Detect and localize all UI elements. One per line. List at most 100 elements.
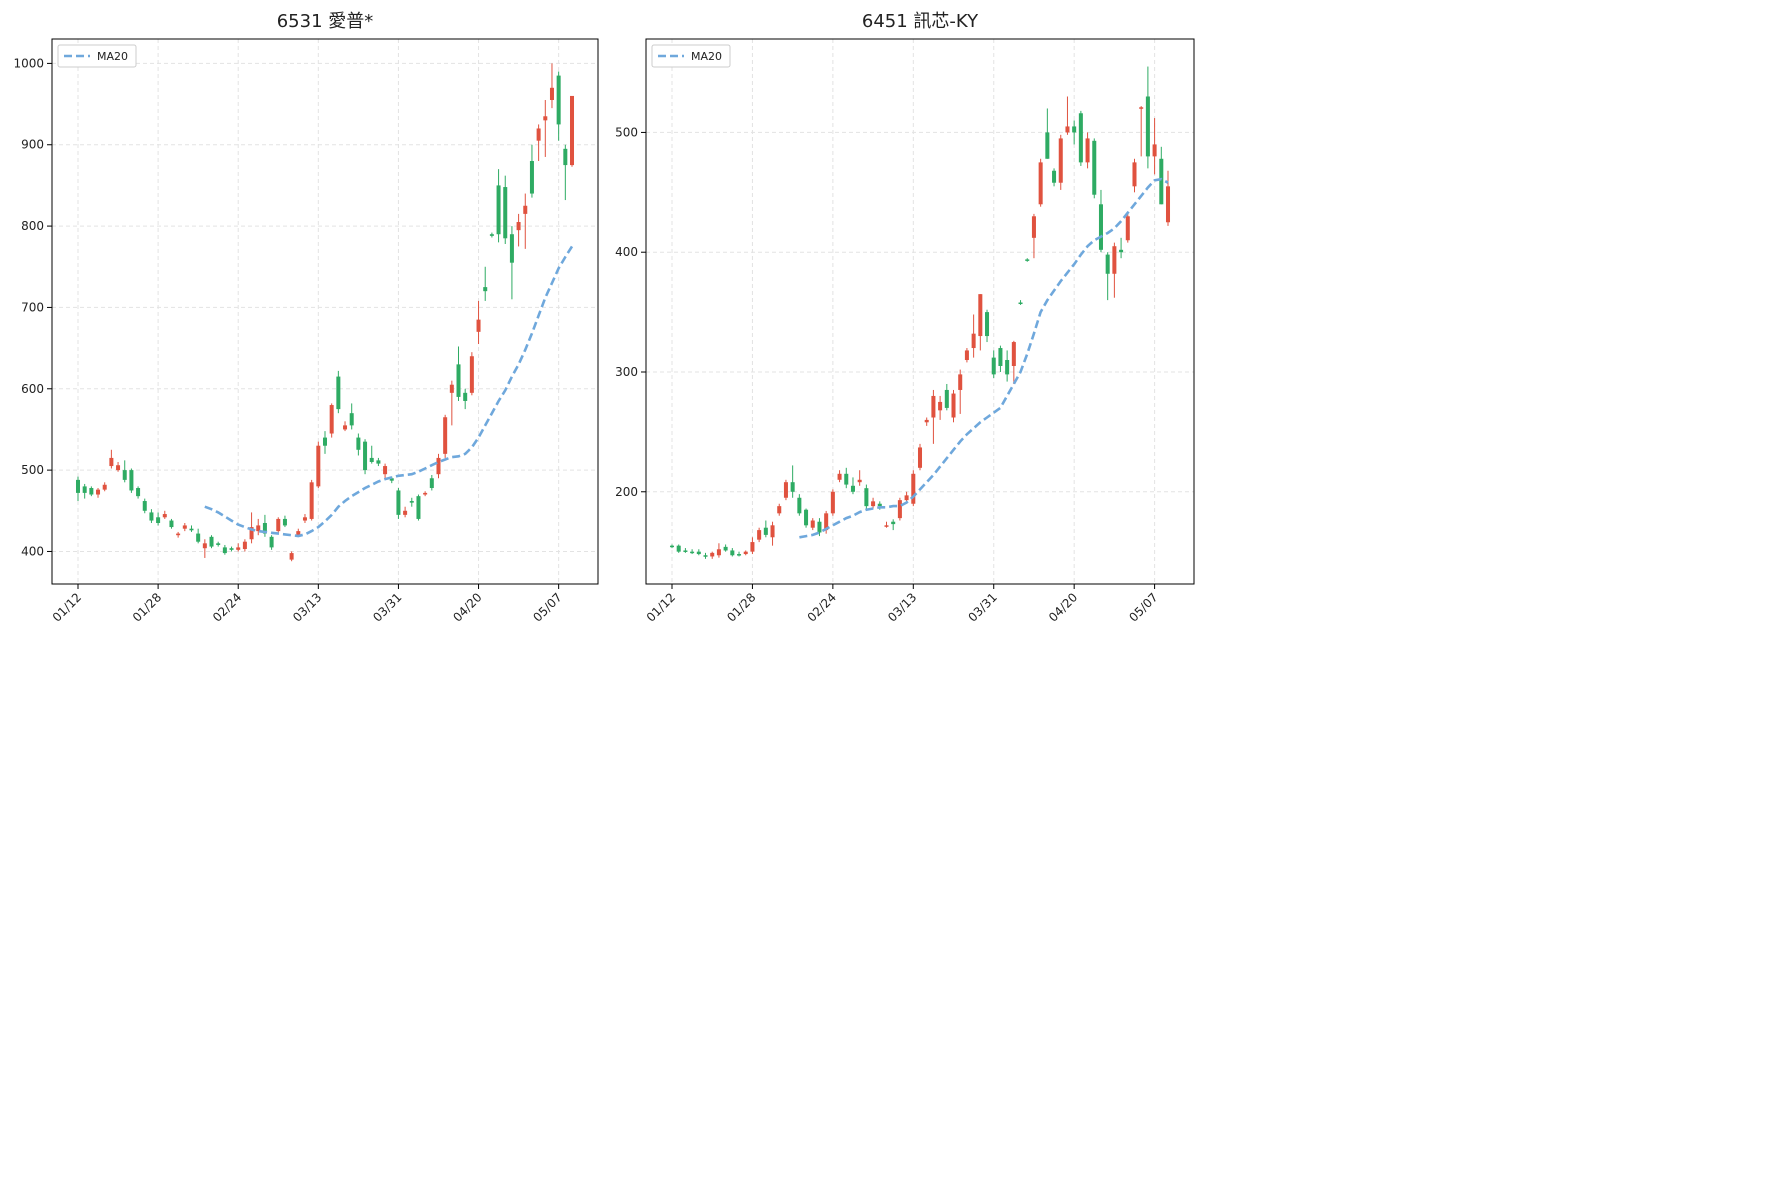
candle-body [329, 405, 334, 434]
candle-body [917, 447, 923, 468]
candle-body [1025, 259, 1030, 261]
candle-body [998, 348, 1003, 366]
candle-body [743, 551, 748, 555]
candle-body [142, 501, 147, 511]
candle-body [176, 533, 181, 536]
candle-body [804, 509, 809, 526]
candle-body [469, 356, 474, 393]
x-tick-label: 02/24 [210, 590, 244, 624]
candle-body [669, 545, 675, 548]
y-tick-label: 400 [21, 544, 44, 558]
candle-body [122, 470, 127, 480]
candle-body [423, 492, 428, 495]
candle-body [89, 488, 94, 495]
candle-body [1165, 186, 1171, 223]
candle-body [1045, 132, 1050, 159]
candle-body [978, 294, 983, 337]
candle-body [1132, 162, 1137, 187]
candle-body [523, 205, 528, 214]
candle-body [857, 479, 862, 483]
candle-body [790, 482, 795, 492]
candle-body [309, 482, 314, 519]
y-tick-label: 1000 [13, 56, 44, 70]
candle-body [196, 533, 201, 542]
candle-body [109, 457, 114, 467]
candle-body [1052, 170, 1057, 183]
candle-body [864, 488, 869, 507]
candle-body [336, 376, 341, 410]
x-tick-label: 03/31 [370, 590, 404, 624]
candle-body [924, 419, 929, 423]
x-tick-label: 03/13 [885, 590, 919, 624]
candlestick-chart: 6531 愛普* 400 500 600 700 800 900 1000 01/12 01/28… [13, 11, 599, 625]
candle-body [563, 148, 568, 166]
candle-body [1112, 246, 1117, 274]
x-tick-label: 01/28 [724, 590, 758, 624]
candle-body [75, 479, 81, 493]
candle-body [737, 554, 742, 556]
candle-body [730, 550, 735, 556]
plot-frame [51, 38, 599, 585]
candle-body [516, 222, 521, 231]
x-tick-label: 01/12 [50, 590, 84, 624]
candle-body [1152, 144, 1157, 157]
candle-body [476, 319, 481, 332]
candle-body [403, 510, 408, 515]
candle-body [837, 473, 842, 480]
x-tick-label: 01/12 [644, 590, 678, 624]
candle-body [951, 393, 956, 418]
candle-body [182, 525, 187, 529]
candle-body [716, 549, 721, 556]
candle-body [690, 551, 695, 554]
candlestick-chart: 6451 訊芯-KY 200 300 400 500 01/12 01/28 02/24 03/… [615, 11, 1195, 625]
x-tick-label: 03/13 [290, 590, 324, 624]
candle-body [116, 465, 121, 471]
candle-body [844, 473, 849, 485]
candle-body [389, 478, 394, 481]
candle-body [549, 87, 554, 101]
candle-body [964, 350, 969, 361]
candle-body [156, 517, 161, 523]
candle-body [683, 550, 688, 552]
legend-label: MA20 [691, 50, 722, 63]
candle-body [938, 401, 943, 411]
candle-body [1125, 216, 1130, 241]
candle-body [529, 161, 534, 194]
candle-body [416, 496, 421, 519]
candle-body [216, 543, 221, 545]
candle-body [463, 392, 468, 401]
candle-body [489, 234, 494, 236]
x-tick-label: 02/24 [805, 590, 839, 624]
legend-box [57, 44, 137, 68]
candle-body [904, 495, 909, 501]
candle-body [96, 489, 101, 495]
y-tick-label: 700 [21, 300, 44, 314]
candle-body [1078, 113, 1083, 163]
candle-body [256, 525, 261, 532]
y-tick-label: 900 [21, 138, 44, 152]
candle-body [958, 374, 963, 390]
candle-body [229, 548, 234, 550]
candle-body [383, 466, 388, 475]
candle-body [931, 395, 936, 418]
candle-body [129, 470, 134, 491]
candle-body [850, 485, 855, 492]
y-tick-label: 500 [21, 463, 44, 477]
candle-body [696, 551, 701, 555]
candle-body [676, 545, 681, 552]
candle-body [556, 75, 561, 125]
y-tick-label: 300 [615, 365, 638, 379]
candle-body [209, 536, 214, 547]
candle-body [1139, 107, 1144, 109]
candle-body [1005, 360, 1010, 375]
plot-frame [645, 38, 1195, 585]
candle-body [1159, 158, 1164, 205]
candle-body [396, 490, 401, 515]
candle-body [1145, 96, 1150, 157]
y-tick-label: 200 [615, 485, 638, 499]
candle-body [770, 525, 775, 538]
candle-body [871, 501, 876, 507]
candle-body [817, 521, 822, 533]
candle-body [376, 460, 381, 464]
